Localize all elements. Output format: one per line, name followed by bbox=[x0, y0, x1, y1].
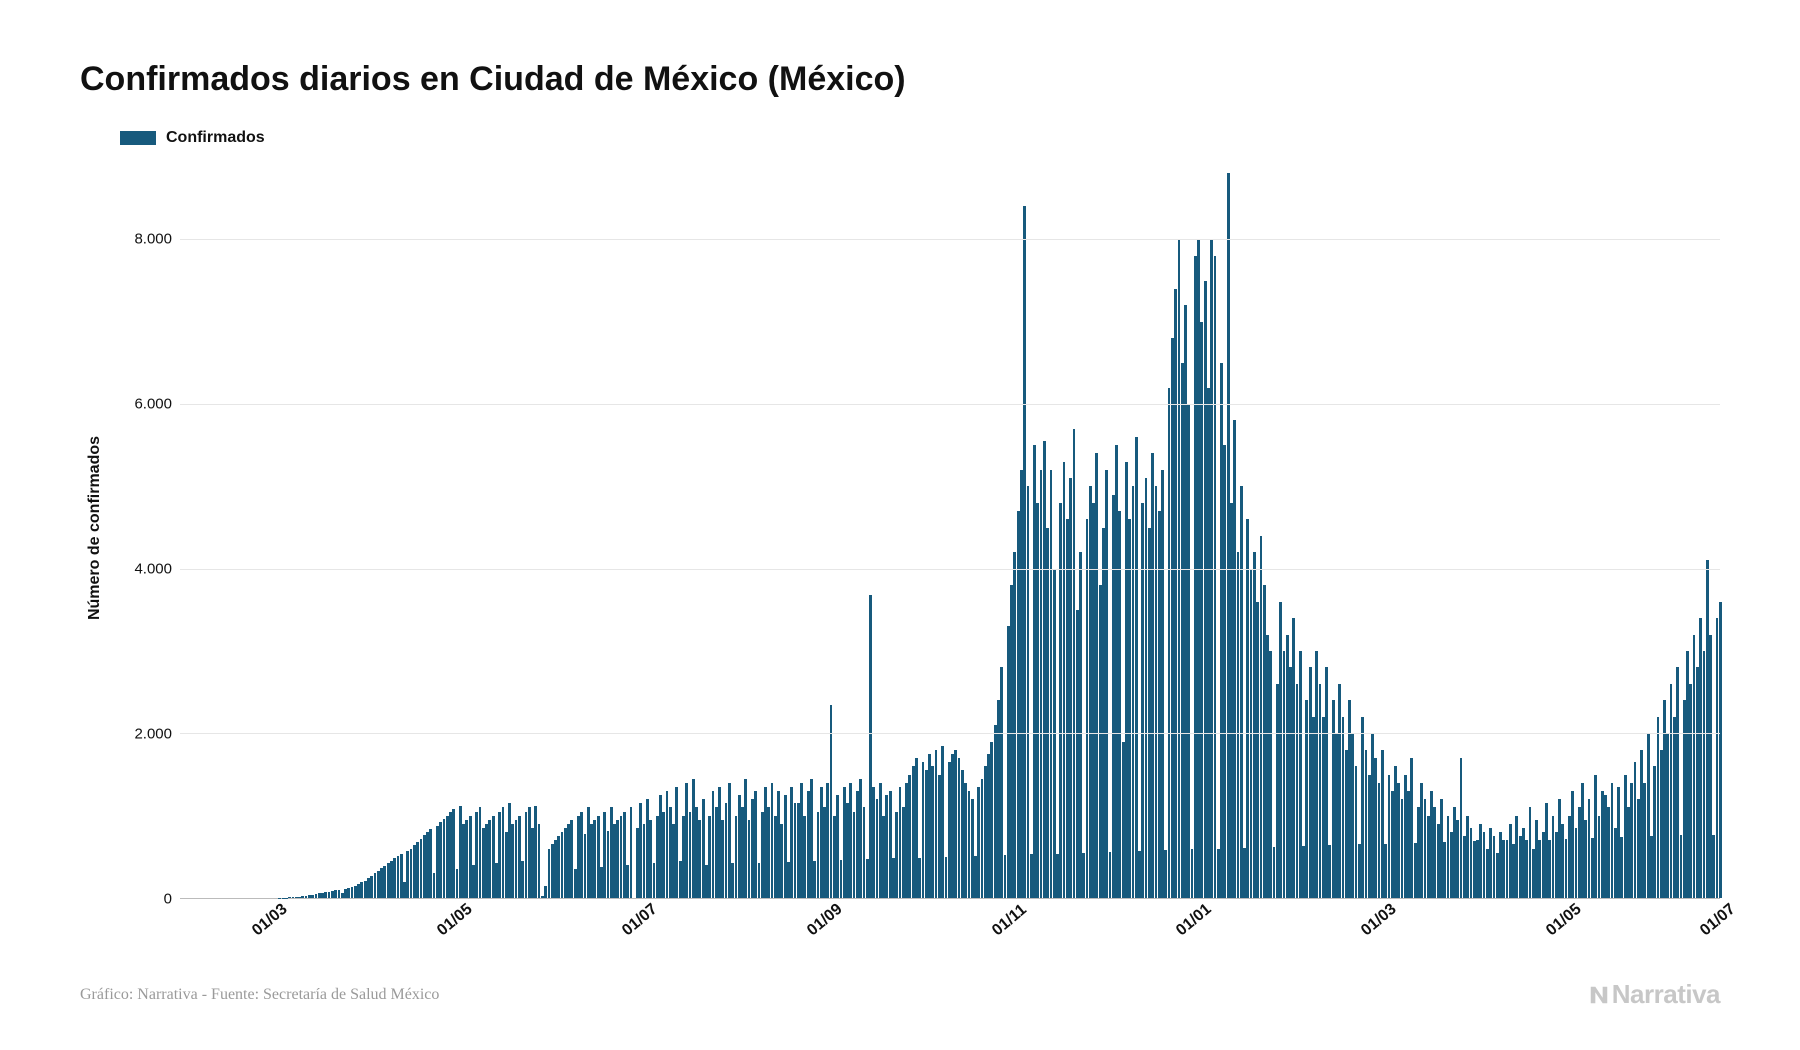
y-tick: 4.000 bbox=[134, 561, 172, 578]
legend-swatch bbox=[120, 131, 156, 145]
x-tick: 01/09 bbox=[804, 901, 846, 941]
y-axis: 02.0004.0006.0008.000 bbox=[110, 157, 180, 899]
x-tick: 01/07 bbox=[619, 901, 661, 941]
bar bbox=[1214, 256, 1217, 898]
bar bbox=[538, 824, 541, 898]
brand-text: Narrativa bbox=[1612, 979, 1720, 1010]
legend: Confirmados bbox=[120, 129, 1720, 147]
bar bbox=[630, 807, 633, 898]
y-tick: 6.000 bbox=[134, 396, 172, 413]
plot-area bbox=[180, 157, 1720, 899]
bar bbox=[1105, 470, 1108, 898]
grid-line bbox=[180, 733, 1720, 734]
legend-label: Confirmados bbox=[166, 129, 265, 147]
bars bbox=[180, 157, 1720, 898]
brand: Narrativa bbox=[1588, 979, 1720, 1010]
x-tick: 01/11 bbox=[989, 901, 1031, 940]
footer: Gráfico: Narrativa - Fuente: Secretaría … bbox=[80, 979, 1720, 1010]
chart-title: Confirmados diarios en Ciudad de México … bbox=[80, 60, 1720, 99]
source-text: Gráfico: Narrativa - Fuente: Secretaría … bbox=[80, 986, 439, 1004]
bar bbox=[1027, 486, 1030, 898]
x-tick: 01/03 bbox=[249, 901, 291, 941]
brand-icon bbox=[1588, 984, 1610, 1006]
grid-line bbox=[180, 569, 1720, 570]
y-tick: 8.000 bbox=[134, 231, 172, 248]
bar bbox=[1161, 470, 1164, 898]
grid-line bbox=[180, 239, 1720, 240]
bar bbox=[1187, 404, 1190, 898]
y-tick: 0 bbox=[164, 891, 172, 908]
chart-container: Confirmados diarios en Ciudad de México … bbox=[0, 0, 1800, 1050]
x-tick: 01/03 bbox=[1358, 901, 1400, 941]
x-tick: 01/01 bbox=[1173, 901, 1215, 941]
bar bbox=[1135, 437, 1138, 898]
x-axis: 01/03 01/05 01/07 01/09 01/11 01/01 01/03 01/05… bbox=[180, 899, 1720, 969]
y-axis-label-wrap: Número de confirmados bbox=[80, 157, 110, 899]
y-axis-label: Número de confirmados bbox=[86, 436, 104, 620]
bar bbox=[1079, 552, 1082, 898]
y-tick: 2.000 bbox=[134, 726, 172, 743]
chart-area: Número de confirmados 02.0004.0006.0008.… bbox=[80, 157, 1720, 899]
x-tick: 01/05 bbox=[434, 901, 476, 941]
x-tick: 01/07 bbox=[1697, 901, 1739, 941]
grid-line bbox=[180, 404, 1720, 405]
x-tick: 01/05 bbox=[1543, 901, 1585, 941]
bar bbox=[1240, 486, 1243, 898]
bar bbox=[1719, 602, 1722, 898]
